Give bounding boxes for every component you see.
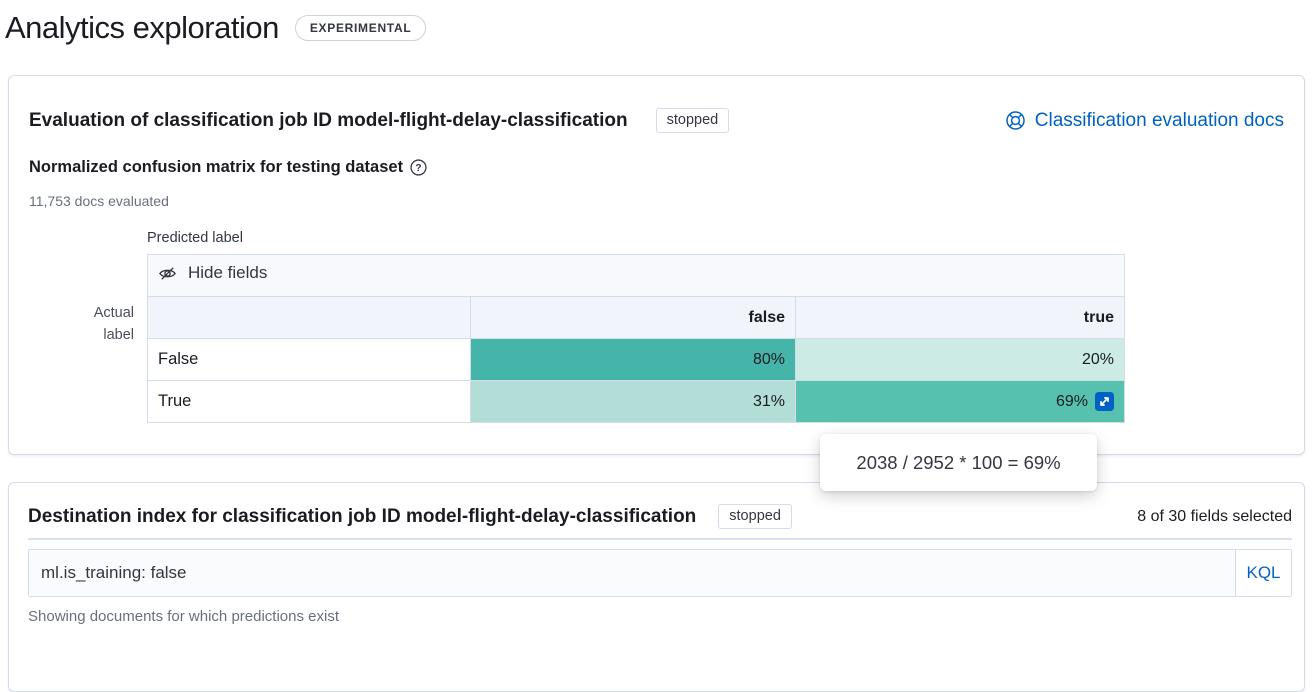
matrix-row-label-false: False xyxy=(147,338,471,381)
evaluation-status-badge: stopped xyxy=(655,108,730,133)
docs-link-label: Classification evaluation docs xyxy=(1034,109,1284,131)
destination-panel: Destination index for classification job… xyxy=(8,482,1305,692)
destination-status-badge: stopped xyxy=(718,504,792,529)
destination-header: Destination index for classification job… xyxy=(28,504,1292,529)
showing-documents-text: Showing documents for which predictions … xyxy=(28,608,339,625)
matrix-row-label-true: True xyxy=(147,380,471,423)
matrix-row-true: True 31% 69% xyxy=(147,380,1126,423)
evaluation-panel: Evaluation of classification job ID mode… xyxy=(8,75,1305,455)
hide-fields-label: Hide fields xyxy=(188,263,268,283)
matrix-col-header-false: false xyxy=(470,296,796,339)
matrix-cell-true-true[interactable]: 69% xyxy=(794,380,1126,423)
matrix-row-false: False 80% 20% xyxy=(147,338,1126,381)
expand-cell-icon[interactable] xyxy=(1095,392,1115,411)
matrix-cell-false-false[interactable]: 80% xyxy=(470,338,796,381)
predicted-label: Predicted label xyxy=(147,230,243,246)
cell-value-tooltip: 2038 / 2952 * 100 = 69% xyxy=(820,434,1097,491)
search-query-input[interactable]: ml.is_training: false xyxy=(41,563,187,582)
confusion-matrix-table: Hide fields false true False 80% 20% Tru… xyxy=(146,254,1126,423)
matrix-subtitle-label: Normalized confusion matrix for testing … xyxy=(29,158,404,176)
matrix-cell-true-false[interactable]: 31% xyxy=(470,380,796,423)
matrix-corner-cell xyxy=(147,296,471,339)
help-question-icon[interactable]: ? xyxy=(410,159,427,176)
classification-evaluation-docs-link[interactable]: Classification evaluation docs xyxy=(1005,110,1284,132)
eye-closed-icon xyxy=(158,264,177,283)
query-bar: ml.is_training: false KQL xyxy=(28,549,1292,597)
destination-title: Destination index for classification job… xyxy=(28,505,697,527)
page-title: Analytics exploration xyxy=(5,10,279,45)
help-buoy-icon xyxy=(1005,110,1026,131)
docs-evaluated-count: 11,753 docs evaluated xyxy=(29,193,169,209)
matrix-toolbar: Hide fields xyxy=(146,254,1126,297)
matrix-col-header-true: true xyxy=(794,296,1126,339)
matrix-cell-false-true[interactable]: 20% xyxy=(794,338,1126,381)
hide-fields-button[interactable]: Hide fields xyxy=(158,263,267,283)
fields-selected-count: 8 of 30 fields selected xyxy=(1137,507,1292,525)
experimental-badge: EXPERIMENTAL xyxy=(294,15,427,41)
kql-language-button[interactable]: KQL xyxy=(1235,550,1291,596)
matrix-cell-true-true-value: 69% xyxy=(1055,392,1089,410)
evaluation-title: Evaluation of classification job ID mode… xyxy=(29,109,628,131)
evaluation-header: Evaluation of classification job ID mode… xyxy=(29,108,1284,133)
header-divider xyxy=(28,538,1292,540)
page-header: Analytics exploration EXPERIMENTAL xyxy=(0,0,1313,52)
matrix-column-header-row: false true xyxy=(147,296,1126,339)
matrix-subtitle: Normalized confusion matrix for testing … xyxy=(29,158,1284,177)
confusion-matrix-area: Actual label Hide fields xyxy=(29,254,1284,423)
svg-text:?: ? xyxy=(415,163,421,174)
actual-label: Actual label xyxy=(93,305,134,343)
